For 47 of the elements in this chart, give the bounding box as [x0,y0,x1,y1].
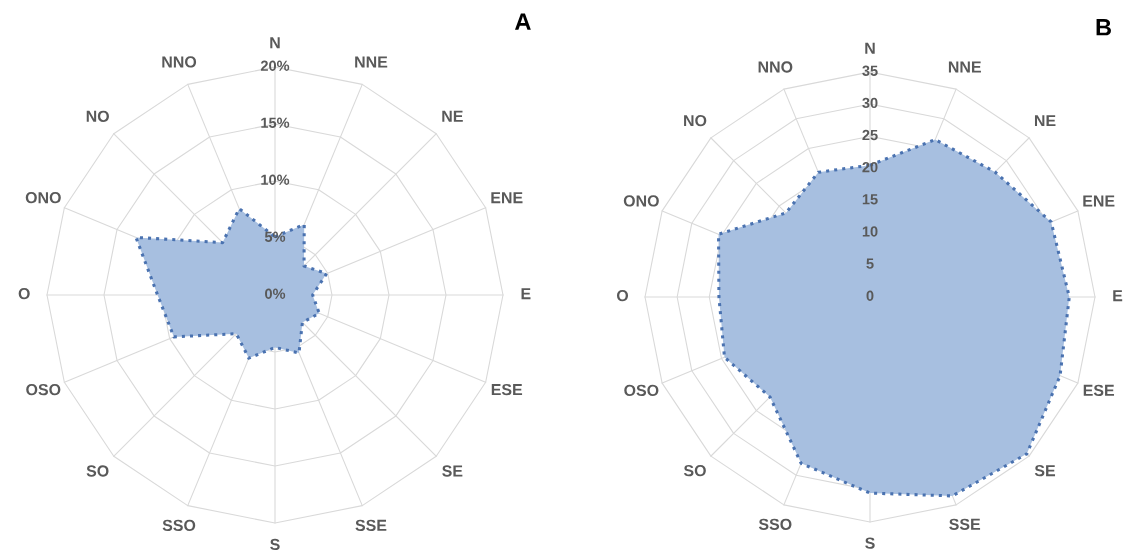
y-tick-label: 5 [866,258,874,269]
spoke-label: NNE [948,61,981,73]
spoke-label: SSO [162,519,196,531]
spoke-label: ESE [491,383,523,396]
spoke-label: E [1113,290,1123,302]
chart-title: A [514,13,531,30]
spoke-label: ENE [491,192,523,204]
spoke-label: SE [442,465,463,477]
y-tick-label: 20% [260,60,290,71]
spoke-label: E [521,288,531,300]
spoke-label: N [270,37,280,49]
y-tick-label: 25 [862,129,878,141]
y-tick-label: 15% [261,117,290,128]
y-tick-label: 5% [264,231,286,242]
chart-title: B [1096,19,1111,36]
spoke-label: S [270,538,280,551]
y-tick-label: 10 [862,226,878,237]
spoke-label: OSO [26,383,61,396]
spoke-label: SO [86,465,109,477]
y-tick-label: 0 [866,290,874,301]
y-tick-label: 20 [862,162,878,173]
spoke-label: NNE [355,56,388,68]
spoke-label: SSE [355,519,387,531]
spoke-label: NE [442,110,463,122]
spoke-label: NNO [758,61,793,73]
spoke-label: O [18,287,30,300]
spoke-label: NNO [162,56,197,68]
y-tick-label: 10% [261,174,290,185]
spoke-label: SO [683,464,706,477]
spoke-label: ONO [25,192,61,204]
spoke-label: O [616,289,629,302]
spoke-label: S [865,537,875,549]
spoke-label: N [865,42,875,54]
spoke-label: SSE [949,518,981,530]
y-tick-label: 35 [862,65,878,76]
spoke-label: OSO [624,384,659,396]
spoke-label: NE [1034,115,1056,127]
spoke-label: ONO [623,195,659,207]
spoke-label: SSO [758,518,792,530]
spoke-label: SE [1034,464,1056,477]
spoke-label: NO [86,110,109,122]
y-tick-label: 30 [862,97,878,109]
y-tick-label: 0% [265,288,286,299]
spoke-label: ENE [1083,195,1115,207]
spoke-label: ESE [1083,384,1115,396]
y-tick-label: 15 [862,194,878,205]
spoke-label: NO [684,114,707,127]
